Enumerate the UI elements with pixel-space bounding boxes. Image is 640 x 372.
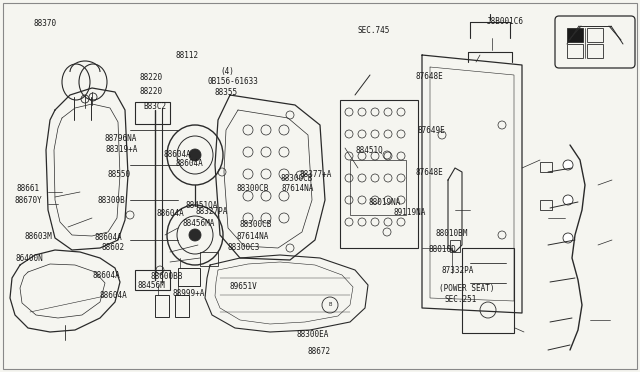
Text: 88300CB: 88300CB bbox=[240, 220, 273, 229]
Text: 0B156-61633: 0B156-61633 bbox=[208, 77, 259, 86]
Text: 88112: 88112 bbox=[176, 51, 199, 60]
Text: 88672: 88672 bbox=[307, 347, 330, 356]
Text: 88019NA: 88019NA bbox=[369, 198, 401, 207]
Bar bbox=[350, 160, 406, 215]
Text: 88999+A: 88999+A bbox=[173, 289, 205, 298]
Bar bbox=[175, 295, 189, 317]
Text: J8B001C6: J8B001C6 bbox=[486, 17, 524, 26]
Bar bbox=[340, 100, 418, 248]
Bar bbox=[135, 270, 170, 290]
Text: 87648E: 87648E bbox=[416, 168, 444, 177]
Text: 88602: 88602 bbox=[101, 243, 124, 252]
Text: 88220: 88220 bbox=[140, 73, 163, 82]
Text: (POWER SEAT): (POWER SEAT) bbox=[439, 284, 495, 293]
Text: 88604A: 88604A bbox=[157, 209, 184, 218]
Text: 88300C3: 88300C3 bbox=[228, 243, 260, 252]
Text: 88451QA: 88451QA bbox=[186, 201, 218, 210]
Text: 88300CB: 88300CB bbox=[237, 185, 269, 193]
Text: 88220: 88220 bbox=[140, 87, 163, 96]
Text: 88600BB: 88600BB bbox=[150, 272, 183, 280]
Bar bbox=[540, 200, 552, 210]
Text: 88604A: 88604A bbox=[93, 271, 120, 280]
Text: 86400N: 86400N bbox=[16, 254, 44, 263]
Text: B: B bbox=[328, 302, 332, 308]
Text: 88604A: 88604A bbox=[94, 233, 122, 242]
Bar bbox=[178, 268, 200, 286]
Text: 88550: 88550 bbox=[108, 170, 131, 179]
Text: 88010BM: 88010BM bbox=[435, 229, 468, 238]
Text: 88327PA: 88327PA bbox=[195, 207, 228, 216]
Text: 88456M: 88456M bbox=[138, 281, 165, 290]
Text: 87614NA: 87614NA bbox=[237, 232, 269, 241]
Bar bbox=[135, 102, 170, 124]
Text: 88661: 88661 bbox=[17, 185, 40, 193]
Text: 88300EA: 88300EA bbox=[296, 330, 329, 339]
Ellipse shape bbox=[563, 195, 573, 205]
Text: 88603M: 88603M bbox=[24, 232, 52, 241]
Text: 88456MA: 88456MA bbox=[182, 219, 215, 228]
Text: SEC.745: SEC.745 bbox=[357, 26, 390, 35]
Bar bbox=[462, 248, 514, 333]
Bar bbox=[450, 240, 460, 252]
Ellipse shape bbox=[189, 229, 201, 241]
Text: 89651V: 89651V bbox=[229, 282, 257, 291]
Text: 88300B: 88300B bbox=[97, 196, 125, 205]
Bar bbox=[155, 295, 169, 317]
Ellipse shape bbox=[189, 149, 201, 161]
Text: 88451Q: 88451Q bbox=[355, 146, 383, 155]
Bar bbox=[200, 252, 218, 266]
Text: 87648E: 87648E bbox=[416, 72, 444, 81]
Bar bbox=[567, 28, 583, 42]
Text: B83C2: B83C2 bbox=[143, 102, 166, 110]
Ellipse shape bbox=[563, 233, 573, 243]
Ellipse shape bbox=[563, 160, 573, 170]
Bar bbox=[587, 28, 603, 42]
Text: 89119NA: 89119NA bbox=[394, 208, 426, 217]
Text: 88670Y: 88670Y bbox=[14, 196, 42, 205]
Text: (4): (4) bbox=[221, 67, 235, 76]
Bar bbox=[567, 44, 583, 58]
Text: 88604A: 88604A bbox=[99, 291, 127, 300]
Text: 88355: 88355 bbox=[214, 88, 237, 97]
Text: SEC.251: SEC.251 bbox=[445, 295, 477, 304]
Text: 87332PA: 87332PA bbox=[442, 266, 474, 275]
Bar bbox=[540, 162, 552, 172]
Text: 87614NA: 87614NA bbox=[282, 185, 314, 193]
Text: 88377+A: 88377+A bbox=[300, 170, 332, 179]
Text: 88604A: 88604A bbox=[176, 159, 204, 168]
Text: 88796NA: 88796NA bbox=[104, 134, 137, 143]
Text: 88604A: 88604A bbox=[163, 150, 191, 159]
Text: 88010D: 88010D bbox=[429, 246, 456, 254]
Text: 88319+A: 88319+A bbox=[106, 145, 138, 154]
Bar bbox=[587, 44, 603, 58]
Text: 88300CB: 88300CB bbox=[280, 174, 313, 183]
Text: 88370: 88370 bbox=[33, 19, 56, 28]
Text: 87649E: 87649E bbox=[418, 126, 445, 135]
